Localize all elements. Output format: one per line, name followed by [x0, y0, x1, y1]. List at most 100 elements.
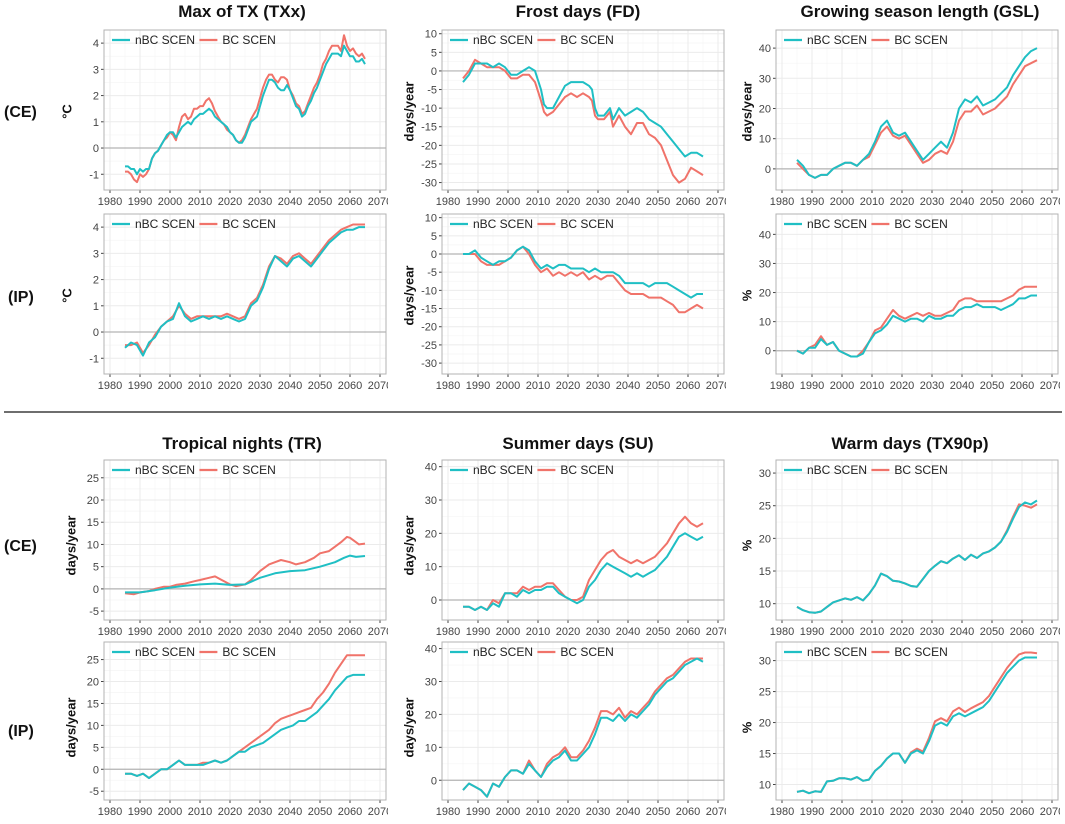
series-line-nbc-scen	[462, 657, 704, 798]
y-tick-label: -5	[89, 786, 99, 798]
series-line-nbc-scen	[796, 656, 1037, 795]
title-gsl: Growing season length (GSL)	[800, 2, 1040, 21]
x-tick-label: 2040	[278, 626, 302, 638]
legend-label-bc-scen: BC SCEN	[222, 463, 275, 477]
x-tick-label: 2040	[616, 380, 640, 392]
x-tick-label: 2030	[920, 806, 944, 818]
series-line-nbc-scen	[124, 226, 365, 357]
x-tick-label: 2060	[676, 380, 700, 392]
chart-gsl-ip: 1980 1990 2000 2010 2020 2030 2040 2050 2060 207 0…	[759, 213, 1060, 392]
y-tick-label: 2	[93, 275, 99, 287]
x-tick-label: 1980	[770, 626, 794, 638]
y-tick-label: 1	[93, 301, 99, 313]
y-tick-label: 0	[93, 764, 99, 776]
panel-border	[103, 213, 387, 375]
y-tick-label: -10	[421, 285, 437, 297]
y-tick-label: -10	[421, 103, 437, 115]
x-tick-label: 1990	[128, 196, 152, 208]
x-tick-label: 2050	[308, 196, 332, 208]
y-tick-label: 15	[759, 749, 771, 761]
y-tick-label: 0	[431, 66, 437, 78]
y-tick-label: 40	[759, 43, 771, 55]
x-tick-label: 2050	[646, 806, 670, 818]
x-tick-label: 2040	[950, 380, 974, 392]
y-tick-label: 25	[87, 655, 99, 667]
legend-label-nbc-scen: nBC SCEN	[807, 645, 867, 659]
y-tick-label: 4	[93, 222, 99, 234]
panel-border	[775, 459, 1059, 621]
y-tick-label: 10	[425, 29, 437, 41]
x-tick-label: 1990	[128, 626, 152, 638]
panel-border	[103, 641, 387, 801]
x-tick-label: 1980	[770, 806, 794, 818]
x-tick-label: 2050	[308, 626, 332, 638]
legend-label-bc-scen: BC SCEN	[894, 463, 947, 477]
legend-label-bc-scen: BC SCEN	[222, 645, 275, 659]
x-tick-label: 1990	[800, 626, 824, 638]
series-line-nbc-scen	[125, 673, 365, 780]
y-tick-label: 20	[759, 718, 771, 730]
x-tick-label: 2010	[526, 626, 550, 638]
x-tick-label: 2040	[278, 196, 302, 208]
y-tick-label: -15	[421, 304, 437, 316]
y-tick-label: 15	[759, 566, 771, 578]
y-tick-label: 5	[93, 562, 99, 574]
x-tick-label: 2020	[556, 380, 580, 392]
x-tick-label: 2040	[278, 806, 302, 818]
series-line-nbc-scen	[463, 245, 703, 299]
x-tick-label: 2040	[616, 626, 640, 638]
y-tick-label: 5	[431, 231, 437, 243]
x-tick-label: 2000	[496, 196, 520, 208]
y-tick-label: -1	[89, 169, 99, 181]
y-tick-label: 25	[759, 501, 771, 513]
x-tick-label: 2020	[556, 626, 580, 638]
legend-label-nbc-scen: nBC SCEN	[135, 463, 195, 477]
legend-label-bc-scen: BC SCEN	[894, 217, 947, 231]
x-tick-label: 2010	[860, 196, 884, 208]
y-tick-label: 3	[93, 248, 99, 260]
x-tick-label: 2010	[860, 380, 884, 392]
series-line-nbc-scen	[462, 62, 704, 158]
y-tick-label: 10	[759, 317, 771, 329]
x-tick-label: 1980	[436, 626, 460, 638]
chart-txx-ce: 1980 1990 2000 2010 2020 2030 2040 2050 2060 2070…	[89, 29, 388, 208]
y-tick-label: 30	[759, 73, 771, 85]
x-tick-label: 2000	[830, 806, 854, 818]
x-tick-label: 2030	[248, 380, 272, 392]
chart-tx90p-ce: 1980199020002010202020302040205020602070…	[759, 459, 1060, 638]
x-tick-label: 2020	[218, 380, 242, 392]
y-tick-label: 30	[425, 495, 437, 507]
x-tick-label: 1980	[98, 626, 122, 638]
x-tick-label: 1980	[98, 196, 122, 208]
legend-label-nbc-scen: nBC SCEN	[135, 33, 195, 47]
x-tick-label: 2010	[860, 626, 884, 638]
row-label-ip-bottom: (IP)	[8, 723, 34, 740]
x-tick-label: 2060	[1010, 806, 1034, 818]
x-tick-label: 2000	[158, 626, 182, 638]
x-tick-label: 1980	[436, 196, 460, 208]
x-tick-label: 1980	[98, 806, 122, 818]
y-tick-label: 20	[759, 288, 771, 300]
y-tick-label: 30	[759, 656, 771, 668]
y-tick-label: 10	[87, 539, 99, 551]
x-tick-label: 1990	[466, 806, 490, 818]
y-tick-label: 2	[93, 91, 99, 103]
x-tick-label: 1980	[436, 806, 460, 818]
y-tick-label: 40	[425, 644, 437, 656]
y-tick-label: 20	[759, 533, 771, 545]
title-fd: Frost days (FD)	[515, 2, 641, 21]
x-tick-label: 2060	[676, 196, 700, 208]
x-tick-label: 2010	[188, 626, 212, 638]
x-tick-label: 2030	[586, 806, 610, 818]
x-tick-label: 1980	[770, 380, 794, 392]
x-tick-label: 2060	[1010, 626, 1034, 638]
y-tick-label: 10	[759, 134, 771, 146]
legend-label-nbc-scen: nBC SCEN	[473, 217, 533, 231]
y-tick-label: 0	[93, 327, 99, 339]
y-tick-label: -5	[427, 267, 437, 279]
